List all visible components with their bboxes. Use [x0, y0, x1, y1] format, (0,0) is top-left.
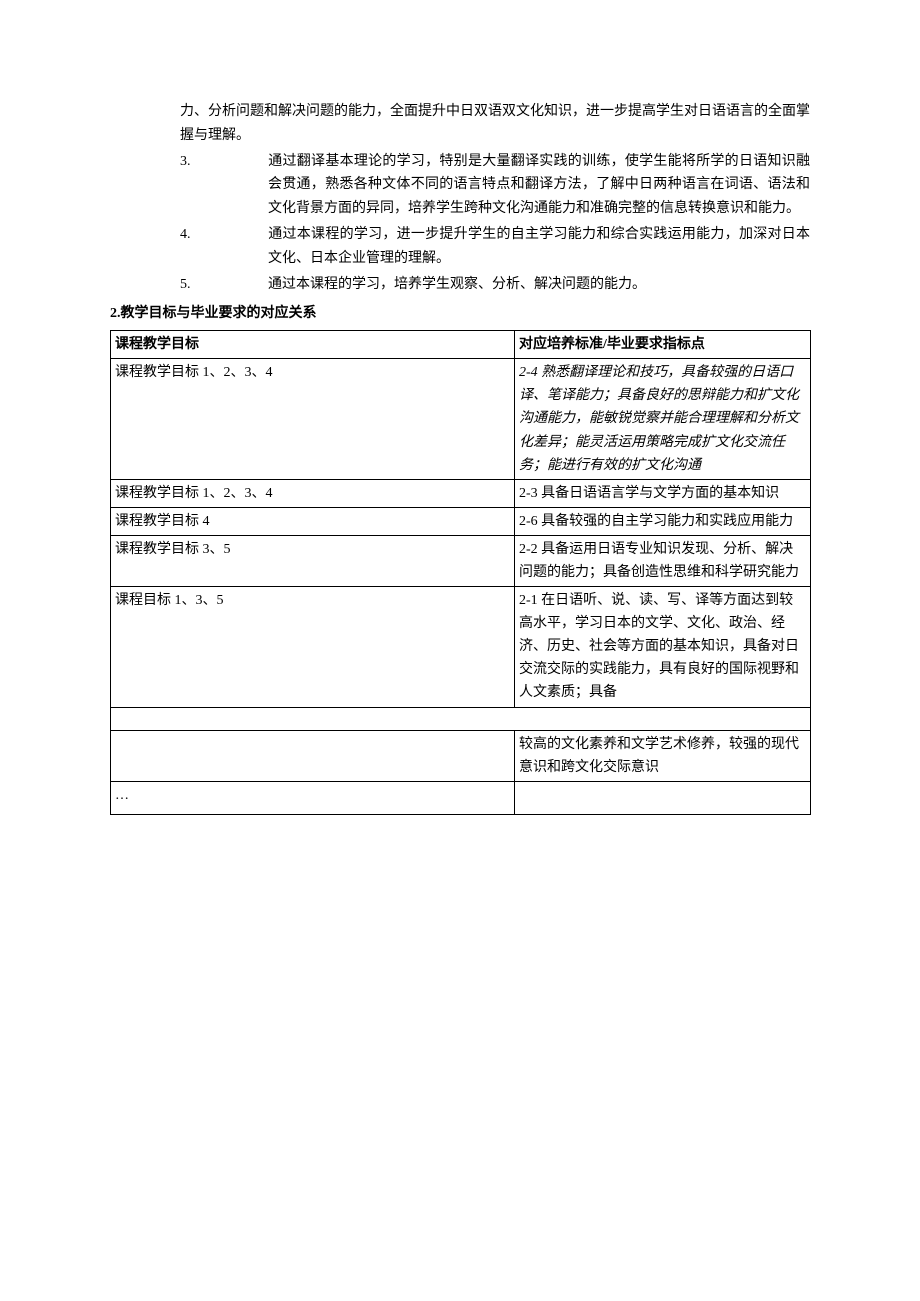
table-cell-right: 2-6 具备较强的自主学习能力和实践应用能力: [515, 507, 811, 535]
table-separator-row: [111, 707, 811, 730]
table-cell-right: 2-1 在日语听、说、读、写、译等方面达到较高水平，学习日本的文学、文化、政治、…: [515, 587, 811, 707]
table-cell-left: [111, 730, 515, 781]
table-cell-right: 2-4 熟悉翻译理论和技巧，具备较强的日语口译、笔译能力；具备良好的思辩能力和扩…: [515, 359, 811, 479]
table-cell-right: [515, 781, 811, 814]
objective-number: 3.: [224, 150, 268, 174]
section-heading: 2.教学目标与毕业要求的对应关系: [110, 302, 810, 326]
objectives-list: 3.通过翻译基本理论的学习，特别是大量翻译实践的训练，使学生能将所学的日语知识融…: [110, 150, 810, 297]
table-cell-left: 课程教学目标 4: [111, 507, 515, 535]
table-row: 课程目标 1、3、5 2-1 在日语听、说、读、写、译等方面达到较高水平，学习日…: [111, 587, 811, 707]
objective-item-5: 5.通过本课程的学习，培养学生观察、分析、解决问题的能力。: [254, 273, 810, 297]
objective-text: 通过翻译基本理论的学习，特别是大量翻译实践的训练，使学生能将所学的日语知识融会贯…: [268, 154, 810, 217]
table-row: …: [111, 781, 811, 814]
table-header-row: 课程教学目标 对应培养标准/毕业要求指标点: [111, 331, 811, 359]
table-row: 课程教学目标 1、2、3、4 2-3 具备日语语言学与文学方面的基本知识: [111, 479, 811, 507]
table-cell-right: 2-2 具备运用日语专业知识发现、分析、解决问题的能力；具备创造性思维和科学研究…: [515, 535, 811, 586]
objective-continuation: 力、分析问题和解决问题的能力，全面提升中日双语双文化知识，进一步提高学生对日语语…: [110, 100, 810, 148]
document-page: 力、分析问题和解决问题的能力，全面提升中日双语双文化知识，进一步提高学生对日语语…: [0, 0, 920, 1301]
table-cell-left: 课程教学目标 1、2、3、4: [111, 359, 515, 479]
table-row: 课程教学目标 1、2、3、4 2-4 熟悉翻译理论和技巧，具备较强的日语口译、笔…: [111, 359, 811, 479]
objective-text: 通过本课程的学习，进一步提升学生的自主学习能力和综合实践运用能力，加深对日本文化…: [268, 227, 810, 266]
table-row: 较高的文化素养和文学艺术修养，较强的现代意识和跨文化交际意识: [111, 730, 811, 781]
table-header-left: 课程教学目标: [111, 331, 515, 359]
table-row: 课程教学目标 3、5 2-2 具备运用日语专业知识发现、分析、解决问题的能力；具…: [111, 535, 811, 586]
table-cell-right: 2-3 具备日语语言学与文学方面的基本知识: [515, 479, 811, 507]
objective-number: 4.: [224, 223, 268, 247]
table-cell-left: …: [111, 781, 515, 814]
table-cell-left: 课程目标 1、3、5: [111, 587, 515, 707]
table-cell-left: 课程教学目标 1、2、3、4: [111, 479, 515, 507]
objective-text: 通过本课程的学习，培养学生观察、分析、解决问题的能力。: [268, 277, 646, 292]
table-header-right: 对应培养标准/毕业要求指标点: [515, 331, 811, 359]
table-cell-left: 课程教学目标 3、5: [111, 535, 515, 586]
table-cell-right: 较高的文化素养和文学艺术修养，较强的现代意识和跨文化交际意识: [515, 730, 811, 781]
objective-item-4: 4.通过本课程的学习，进一步提升学生的自主学习能力和综合实践运用能力，加深对日本…: [254, 223, 810, 271]
objective-number: 5.: [224, 273, 268, 297]
mapping-table: 课程教学目标 对应培养标准/毕业要求指标点 课程教学目标 1、2、3、4 2-4…: [110, 330, 811, 815]
objective-item-3: 3.通过翻译基本理论的学习，特别是大量翻译实践的训练，使学生能将所学的日语知识融…: [254, 150, 810, 221]
table-row: 课程教学目标 4 2-6 具备较强的自主学习能力和实践应用能力: [111, 507, 811, 535]
